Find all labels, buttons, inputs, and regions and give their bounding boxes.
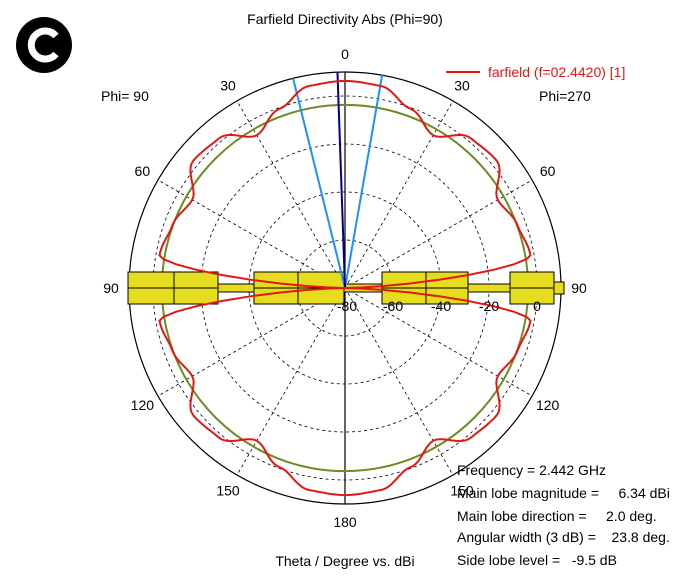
- radial-tick-label: -60: [383, 298, 403, 314]
- legend-label: farfield (f=02.4420) [1]: [488, 64, 625, 80]
- angle-label: 120: [131, 397, 155, 413]
- beamwidth-line: [292, 78, 346, 289]
- info-main-lobe-direction: Main lobe direction = 2.0 deg.: [457, 508, 657, 524]
- farfield-curve: [158, 79, 532, 497]
- radial-tick-label: -40: [431, 298, 451, 314]
- grid-spoke: [344, 179, 533, 289]
- angle-label: 0: [341, 46, 349, 62]
- grid-spoke: [344, 100, 454, 289]
- angle-label: 90: [103, 280, 119, 296]
- info-angular-width: Angular width (3 dB) = 23.8 deg.: [457, 529, 670, 545]
- phi-right-label: Phi=270: [539, 88, 591, 104]
- angle-label: 60: [135, 163, 151, 179]
- main-lobe-line: [336, 72, 346, 289]
- chart-title: Farfield Directivity Abs (Phi=90): [247, 11, 443, 27]
- x-axis-label: Theta / Degree vs. dBi: [275, 553, 414, 569]
- angle-label: 30: [220, 77, 236, 93]
- angle-label: 30: [454, 77, 470, 93]
- radial-tick-label: 0: [533, 298, 541, 314]
- legend: farfield (f=02.4420) [1]: [446, 64, 625, 80]
- angle-label: 150: [216, 483, 240, 499]
- radial-tick-label: -80: [337, 298, 357, 314]
- info-block: Frequency = 2.442 GHz Main lobe magnitud…: [457, 462, 670, 568]
- grid-spoke: [344, 287, 533, 397]
- phi-left-label: Phi= 90: [101, 88, 149, 104]
- grid-spoke: [236, 100, 346, 289]
- angle-label: 150: [450, 483, 474, 499]
- info-main-lobe-magnitude: Main lobe magnitude = 6.34 dBi: [457, 485, 670, 501]
- radial-tick-label: -20: [479, 298, 499, 314]
- antenna-model: [127, 271, 565, 305]
- beamwidth-line: [344, 75, 384, 289]
- info-frequency: Frequency = 2.442 GHz: [457, 462, 606, 478]
- beam-lines: [292, 72, 384, 289]
- angle-label: 120: [536, 397, 560, 413]
- angle-label: 180: [333, 514, 357, 530]
- grid-spoke: [236, 287, 346, 476]
- grid-spoke: [157, 287, 346, 397]
- c-logo-icon: [16, 17, 72, 73]
- angle-label: 60: [540, 163, 556, 179]
- polar-labels: 0 30 60 90 120 150 180 150 120 90 60 30 -80 -60 -40 -20…: [103, 46, 587, 530]
- grid-spoke: [157, 179, 346, 289]
- series-path: [158, 79, 532, 497]
- info-side-lobe-level: Side lobe level = -9.5 dB: [457, 552, 617, 568]
- angle-label: 90: [571, 280, 587, 296]
- grid-spoke: [344, 287, 454, 476]
